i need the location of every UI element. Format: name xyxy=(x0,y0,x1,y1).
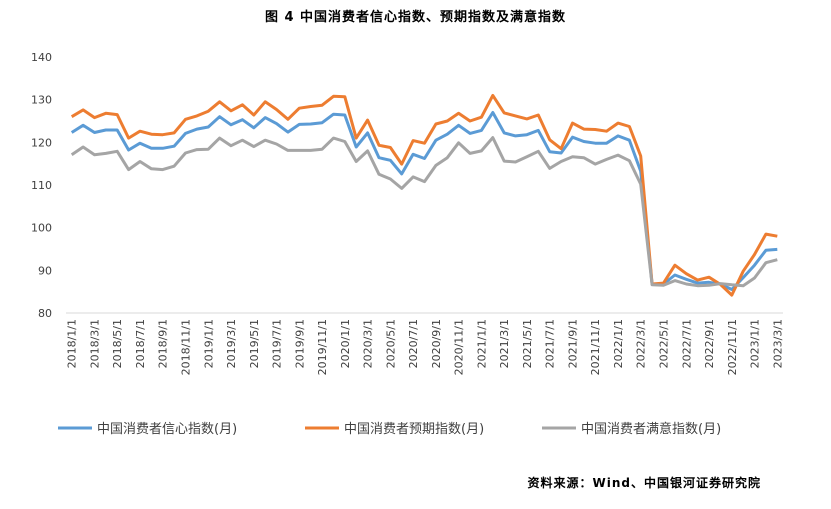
x-tick-label: 2023/3/1 xyxy=(771,319,784,368)
series-layer xyxy=(70,93,778,297)
legend-label-2: 中国消费者满意指数(月) xyxy=(581,421,721,437)
x-tick-label: 2019/11/1 xyxy=(316,319,329,375)
x-tick-label: 2018/1/1 xyxy=(66,319,79,368)
x-tick-label: 2021/1/1 xyxy=(475,319,488,368)
x-tick-label: 2020/1/1 xyxy=(339,319,352,368)
x-tick-label: 2022/9/1 xyxy=(703,319,716,368)
x-tick-label: 2022/7/1 xyxy=(680,319,693,368)
x-tick-label: 2021/11/1 xyxy=(589,319,602,375)
x-tick-label: 2020/9/1 xyxy=(430,319,443,368)
series-line-2 xyxy=(70,136,778,288)
x-tick-label: 2021/7/1 xyxy=(544,319,557,368)
x-tick-label: 2023/1/1 xyxy=(749,319,762,368)
x-tick-label: 2022/11/1 xyxy=(726,319,739,375)
legend-label-1: 中国消费者预期指数(月) xyxy=(344,422,484,437)
x-tick-label: 2022/3/1 xyxy=(635,319,648,368)
x-tick-label: 2019/7/1 xyxy=(271,319,284,368)
x-tick-label: 2018/3/1 xyxy=(88,319,101,368)
y-tick-label: 120 xyxy=(31,136,52,149)
x-tick-label: 2019/1/1 xyxy=(202,319,215,368)
x-tick-label: 2019/9/1 xyxy=(293,319,306,368)
series-line-1 xyxy=(70,93,778,297)
y-tick-label: 100 xyxy=(31,222,52,235)
legend-label-0: 中国消费者信心指数(月) xyxy=(97,422,237,437)
x-tick-label: 2022/1/1 xyxy=(612,319,625,368)
x-tick-label: 2021/9/1 xyxy=(566,319,579,368)
x-tick-label: 2020/11/1 xyxy=(453,319,466,375)
y-tick-label: 130 xyxy=(31,94,52,107)
x-tick-label: 2021/3/1 xyxy=(498,319,511,368)
series-line-0 xyxy=(70,111,778,291)
y-tick-label: 140 xyxy=(31,51,52,64)
x-tick-label: 2018/9/1 xyxy=(157,319,170,368)
x-tick-label: 2022/5/1 xyxy=(658,319,671,368)
y-axis: 80 90 100 110 120 130 140 xyxy=(31,51,52,320)
x-axis: 2018/1/1 2018/3/1 2018/5/1 2018/7/1 2018/9/1… xyxy=(66,312,784,375)
x-tick-label: 2019/5/1 xyxy=(248,319,261,368)
chart-title: 图 4 中国消费者信心指数、预期指数及满意指数 xyxy=(264,10,567,25)
x-tick-label: 2018/7/1 xyxy=(134,319,147,368)
legend: 中国消费者信心指数(月) 中国消费者预期指数(月) 中国消费者满意指数(月) xyxy=(58,421,721,437)
x-tick-label: 2018/11/1 xyxy=(180,319,193,375)
x-tick-label: 2021/5/1 xyxy=(521,319,534,368)
source-note: 资料来源：Wind、中国银河证券研究院 xyxy=(527,476,761,490)
y-tick-label: 80 xyxy=(38,307,52,320)
y-tick-label: 90 xyxy=(38,264,52,277)
x-tick-label: 2018/5/1 xyxy=(111,319,124,368)
x-tick-label: 2020/5/1 xyxy=(384,319,397,368)
x-tick-label: 2020/7/1 xyxy=(407,319,420,368)
x-tick-label: 2019/3/1 xyxy=(225,319,238,368)
y-tick-label: 110 xyxy=(31,179,52,192)
x-tick-label: 2020/3/1 xyxy=(362,319,375,368)
